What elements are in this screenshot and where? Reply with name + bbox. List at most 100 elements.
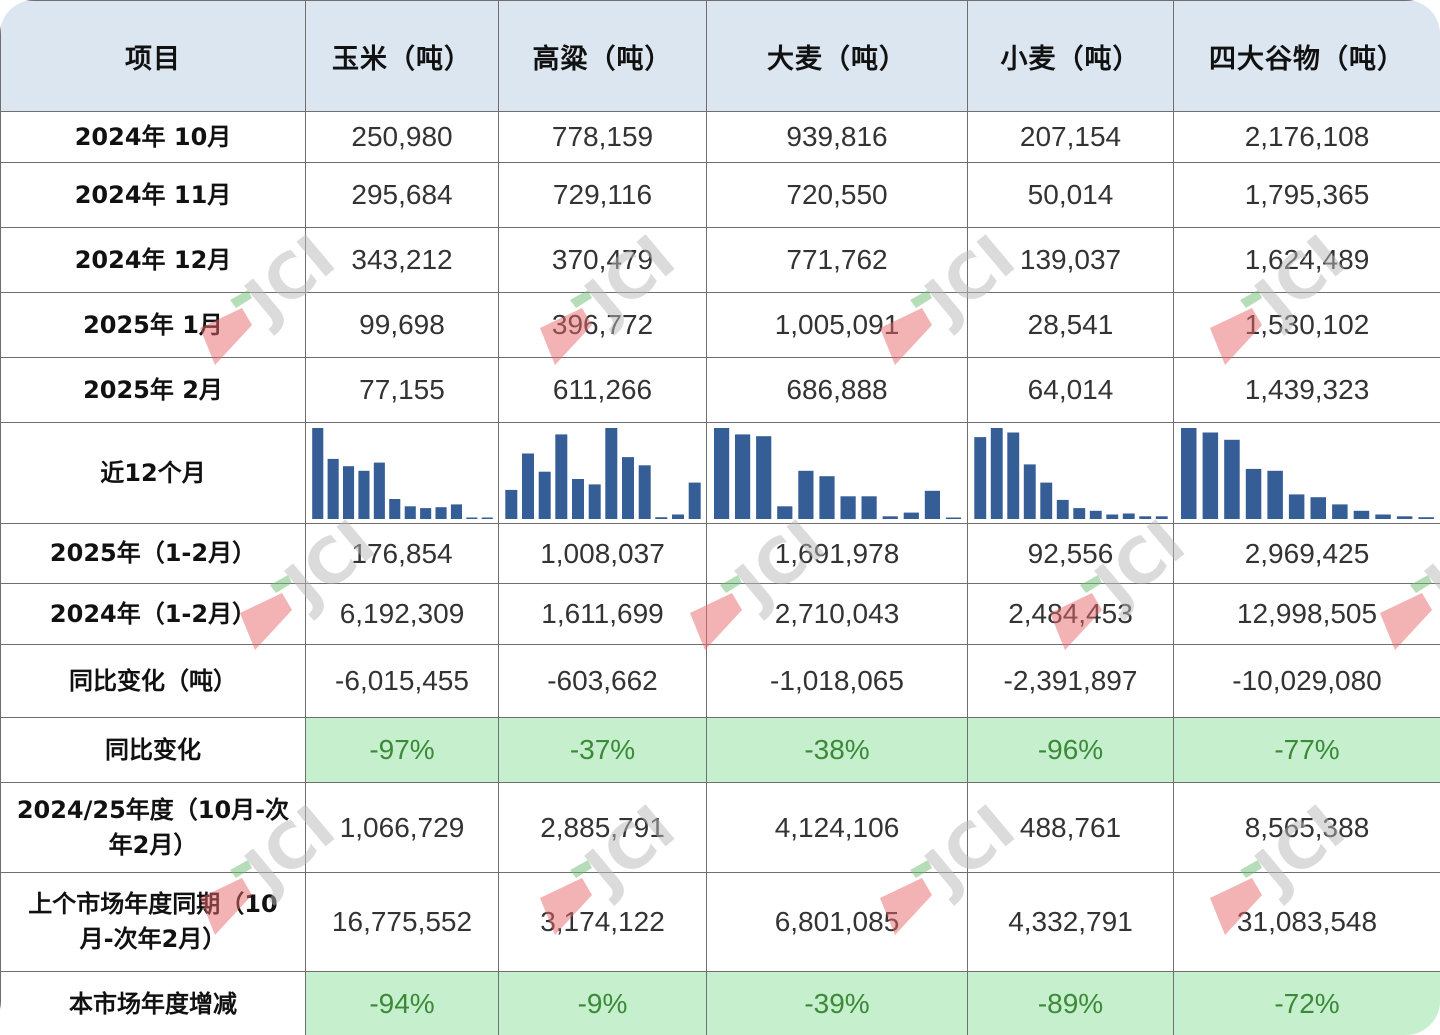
sparkline-bar [1310, 497, 1326, 519]
sparkline-bar [714, 428, 730, 519]
sparkline-bar [990, 428, 1003, 519]
cell-wheat: 28,541 [967, 292, 1174, 358]
row-label: 2025年（1-2月） [0, 523, 306, 584]
row-label: 上个市场年度同期（10 月-次年2月） [0, 872, 306, 972]
cell-corn: -6,015,455 [305, 644, 499, 718]
sparkline-bar [1089, 510, 1102, 519]
sparkline-bar [638, 465, 651, 519]
cell-barley: -39% [706, 971, 968, 1035]
table-row: 2025年 1月 99,698 396,772 1,005,091 28,541… [0, 292, 1440, 358]
sparkline-corn [305, 422, 499, 524]
cell-four-grains: 1,624,489 [1173, 227, 1440, 293]
sparkline-bar [819, 476, 835, 519]
sparkline-bar [1040, 482, 1053, 519]
cell-corn: 1,066,729 [305, 782, 499, 873]
sparkline-bar [435, 507, 447, 519]
sparkline-bar [327, 458, 339, 519]
sparkline-bar [420, 508, 432, 519]
row-label-line: 2024/25年度（10月-次 [16, 795, 290, 824]
cell-corn: 6,192,309 [305, 583, 499, 645]
sparkline-bar [1056, 499, 1069, 519]
cell-sorghum: -37% [498, 717, 707, 783]
sparkline-wheat [967, 422, 1174, 524]
header-corn: 玉米（吨） [305, 0, 499, 112]
cell-four-grains: -72% [1173, 971, 1440, 1035]
cell-sorghum: 611,266 [498, 357, 707, 423]
cell-sorghum: 1,611,699 [498, 583, 707, 645]
sparkline-four-grains [1173, 422, 1440, 524]
cell-wheat: -89% [967, 971, 1174, 1035]
sparkline-bar [358, 470, 370, 519]
row-label: 同比变化 [0, 717, 306, 783]
cell-sorghum: -9% [498, 971, 707, 1035]
cell-corn: 250,980 [305, 111, 499, 163]
cell-sorghum: 1,008,037 [498, 523, 707, 584]
row-label: 2024/25年度（10月-次 年2月） [0, 782, 306, 873]
sparkline-bar [1073, 508, 1086, 519]
sparkline-bar [622, 457, 634, 519]
sparkline-bar [655, 517, 668, 519]
sparkline-bar [840, 496, 856, 520]
cell-wheat: 64,014 [967, 357, 1174, 423]
sparkline-bar [522, 453, 534, 519]
sparkline-bar [861, 496, 877, 520]
sparkline-row: 近12个月 [0, 422, 1440, 524]
table-row: 本市场年度增减 -94% -9% -39% -89% -72% [0, 971, 1440, 1035]
cell-wheat: 4,332,791 [967, 872, 1174, 972]
table-row: 同比变化（吨） -6,015,455 -603,662 -1,018,065 -… [0, 644, 1440, 718]
header-row: 项目 玉米（吨） 高粱（吨） 大麦（吨） 小麦（吨） 四大谷物（吨） [0, 0, 1440, 112]
sparkline-bar [572, 479, 584, 519]
table-row: 2024年 10月 250,980 778,159 939,816 207,15… [0, 111, 1440, 163]
table-row: 2025年（1-2月） 176,854 1,008,037 1,691,978 … [0, 523, 1440, 584]
sparkline-bar [1106, 514, 1119, 519]
cell-wheat: -2,391,897 [967, 644, 1174, 718]
cell-corn: 343,212 [305, 227, 499, 293]
table-row: 上个市场年度同期（10 月-次年2月） 16,775,552 3,174,122… [0, 872, 1440, 972]
sparkline-bar [466, 517, 478, 519]
row-label-line: 年2月） [108, 830, 198, 859]
cell-corn: -94% [305, 971, 499, 1035]
header-barley: 大麦（吨） [706, 0, 968, 112]
header-item: 项目 [0, 0, 306, 112]
sparkline-chart [1181, 428, 1434, 519]
sparkline-barley [706, 422, 968, 524]
sparkline-bar [798, 470, 814, 519]
cell-barley: -38% [706, 717, 968, 783]
sparkline-bar [882, 516, 898, 519]
row-label-line: 月-次年2月） [79, 925, 227, 953]
sparkline-bar [1023, 464, 1036, 519]
sparkline-bar [1288, 494, 1305, 519]
sparkline-bar [1396, 516, 1413, 519]
cell-four-grains: 31,083,548 [1173, 872, 1440, 972]
row-label: 2024年 11月 [0, 162, 306, 228]
sparkline-bar [1139, 516, 1152, 519]
sparkline-bar [756, 436, 772, 519]
cell-barley: -1,018,065 [706, 644, 968, 718]
sparkline-chart [974, 428, 1168, 519]
cell-sorghum: 370,479 [498, 227, 707, 293]
cell-barley: 686,888 [706, 357, 968, 423]
cell-four-grains: -77% [1173, 717, 1440, 783]
sparkline-bar [1007, 432, 1020, 519]
sparkline-bar [974, 437, 987, 519]
sparkline-bar [735, 434, 751, 519]
cell-corn: 77,155 [305, 357, 499, 423]
sparkline-bar [605, 428, 618, 519]
cell-barley: 6,801,085 [706, 872, 968, 972]
cell-barley: 2,710,043 [706, 583, 968, 645]
sparkline-bar [538, 471, 551, 519]
cell-corn: 295,684 [305, 162, 499, 228]
cell-barley: 720,550 [706, 162, 968, 228]
sparkline-bar [343, 466, 355, 519]
cell-sorghum: -603,662 [498, 644, 707, 718]
sparkline-sorghum [498, 422, 707, 524]
header-wheat: 小麦（吨） [967, 0, 1174, 112]
sparkline-bar [1332, 504, 1348, 519]
cell-wheat: 2,484,453 [967, 583, 1174, 645]
cell-barley: 1,691,978 [706, 523, 968, 584]
cell-barley: 771,762 [706, 227, 968, 293]
header-sorghum: 高粱（吨） [498, 0, 707, 112]
sparkline-bar [1353, 510, 1370, 519]
